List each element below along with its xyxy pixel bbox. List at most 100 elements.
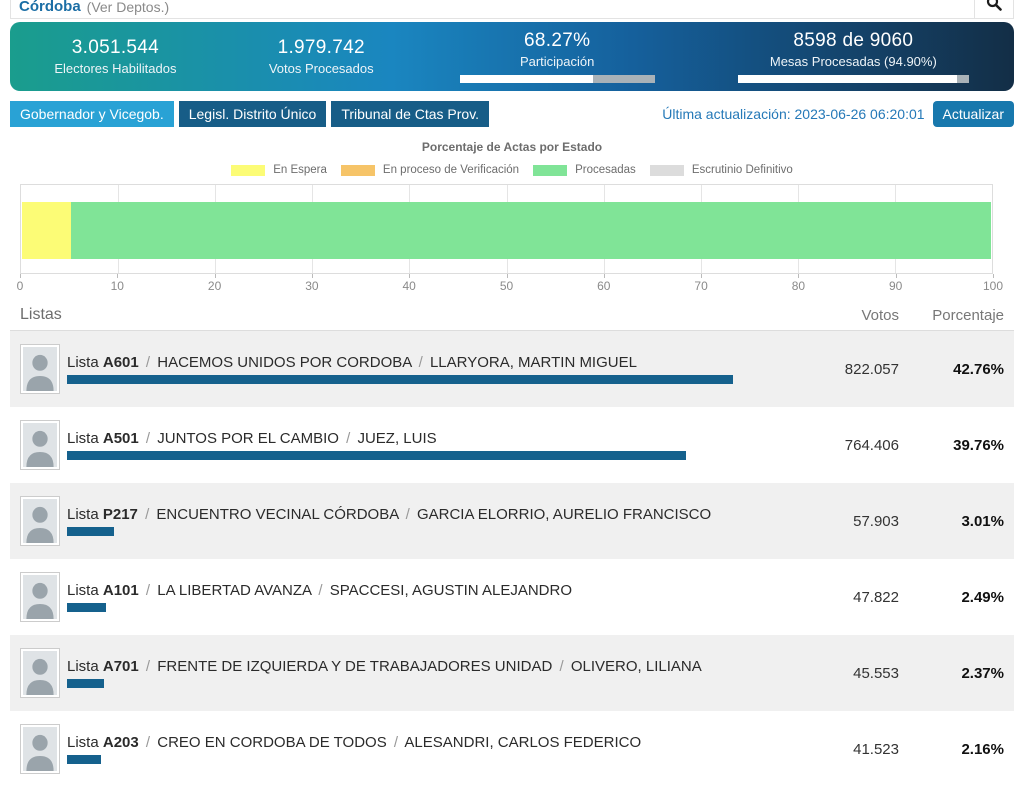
votes-value: 45.553 [853, 664, 899, 682]
separator: / [405, 506, 410, 523]
separator: / [418, 354, 423, 371]
vote-share-bar [67, 527, 114, 536]
category-tabs: Gobernador y Vicegob. Legisl. Distrito Ún… [10, 101, 490, 127]
vote-share-bar [67, 451, 687, 460]
candidate-row[interactable]: Lista A101 / LA LIBERTAD AVANZA / SPACCE… [10, 559, 1014, 635]
list-code: A203 [102, 734, 139, 751]
stat-electores: 3.051.544 Electores Habilitados [10, 37, 221, 76]
separator: / [318, 582, 323, 599]
legend-item: Procesadas [533, 164, 636, 176]
axis-tick [603, 274, 605, 278]
search-button[interactable] [974, 0, 1014, 18]
legend-label: En proceso de Verificación [382, 164, 520, 176]
list-prefix: Lista [67, 582, 99, 599]
column-header-porcentaje: Porcentaje [932, 307, 1004, 324]
vote-share-bar [67, 679, 104, 688]
candidate-row[interactable]: Lista A501 / JUNTOS POR EL CAMBIO / JUEZ… [10, 407, 1014, 483]
region-name: Córdoba [19, 0, 81, 15]
mesas-progress-track [737, 75, 969, 83]
separator: / [145, 506, 150, 523]
candidate-line: Lista P217 / ENCUENTRO VECINAL CÓRDOBA /… [67, 506, 809, 523]
votes-value: 57.903 [853, 512, 899, 530]
legend-item: En proceso de Verificación [340, 164, 520, 176]
separator: / [145, 354, 151, 371]
electores-label: Electores Habilitados [54, 61, 177, 76]
tabs-row: Gobernador y Vicegob. Legisl. Distrito Ún… [10, 101, 1014, 127]
list-prefix: Lista [67, 734, 99, 751]
candidate-name: JUEZ, LUIS [357, 430, 437, 447]
mesas-label: Mesas Procesadas (94.90%) [769, 54, 937, 69]
candidate-row[interactable]: Lista A701 / FRENTE DE IZQUIERDA Y DE TR… [10, 635, 1014, 711]
candidate-list: Lista A601 / HACEMOS UNIDOS POR CORDOBA … [10, 330, 1014, 787]
candidate-name: SPACCESI, AGUSTIN ALEJANDRO [329, 582, 573, 599]
percentage-value: 2.16% [961, 740, 1004, 758]
candidate-line: Lista A203 / CREO EN CORDOBA DE TODOS / … [67, 734, 809, 751]
last-update-text: Última actualización: 2023-06-26 06:20:0… [662, 106, 925, 122]
electores-value: 3.051.544 [71, 37, 160, 58]
candidate-photo [20, 648, 60, 698]
party-name: JUNTOS POR EL CAMBIO [157, 430, 339, 447]
bar-segment-en-espera [22, 202, 72, 259]
bar-segment-procesadas [71, 202, 991, 259]
axis-tick-label: 60 [597, 279, 611, 293]
refresh-button[interactable]: Actualizar [932, 101, 1014, 127]
list-prefix: Lista [67, 354, 99, 371]
axis-tick [409, 274, 411, 278]
legend-swatch [649, 164, 684, 176]
candidate-line: Lista A101 / LA LIBERTAD AVANZA / SPACCE… [67, 582, 809, 599]
candidate-photo [20, 496, 60, 546]
axis-tick [993, 274, 994, 278]
candidate-row[interactable]: Lista A601 / HACEMOS UNIDOS POR CORDOBA … [10, 331, 1014, 407]
axis-tick-label: 80 [791, 279, 806, 293]
axis-tick-label: 0 [16, 279, 24, 293]
actas-chart [20, 184, 993, 274]
tab-gobernador-y-vicegob-[interactable]: Gobernador y Vicegob. [10, 101, 174, 127]
stat-mesas: 8598 de 9060 Mesas Procesadas (94.90%) [693, 30, 1014, 83]
tab-legisl-distrito-nico[interactable]: Legisl. Distrito Único [178, 101, 327, 127]
list-code: A501 [102, 430, 139, 447]
list-code: A101 [102, 582, 139, 599]
axis-tick-label: 30 [305, 279, 319, 293]
candidate-info: Lista A203 / CREO EN CORDOBA DE TODOS / … [67, 734, 809, 764]
candidate-line: Lista A601 / HACEMOS UNIDOS POR CORDOBA … [67, 354, 809, 371]
axis-tick [506, 274, 508, 278]
chart-x-axis: 0 10 20 30 40 50 60 70 80 90 100 [16, 274, 1003, 293]
legend-item: En Espera [231, 164, 327, 176]
legend-swatch [533, 164, 568, 176]
candidate-photo [20, 344, 60, 394]
candidate-info: Lista A501 / JUNTOS POR EL CAMBIO / JUEZ… [67, 430, 809, 460]
stat-votos: 1.979.742 Votos Procesados [221, 37, 422, 76]
separator: / [346, 430, 351, 447]
separator: / [145, 582, 151, 599]
legend-label: Procesadas [575, 164, 636, 176]
axis-tick [701, 274, 703, 278]
axis-tick [20, 274, 21, 278]
separator: / [559, 658, 564, 675]
list-code: A701 [102, 658, 139, 675]
candidate-row[interactable]: Lista A203 / CREO EN CORDOBA DE TODOS / … [10, 711, 1014, 787]
list-code: P217 [102, 506, 138, 523]
participacion-progress-fill [459, 75, 593, 83]
column-header-votos: Votos [861, 307, 899, 324]
candidate-info: Lista A701 / FRENTE DE IZQUIERDA Y DE TR… [67, 658, 809, 688]
see-departments-link[interactable]: (Ver Deptos.) [86, 0, 170, 15]
legend-swatch [231, 164, 266, 176]
candidate-info: Lista P217 / ENCUENTRO VECINAL CÓRDOBA /… [67, 506, 809, 536]
votos-value: 1.979.742 [277, 37, 365, 58]
list-prefix: Lista [67, 658, 99, 675]
axis-tick [117, 274, 119, 278]
legend-item: Escrutinio Definitivo [649, 164, 793, 176]
tab-tribunal-de-ctas-prov-[interactable]: Tribunal de Ctas Prov. [331, 101, 490, 127]
votes-value: 764.406 [844, 436, 899, 454]
legend-swatch [340, 164, 375, 176]
axis-tick [311, 274, 313, 278]
candidate-photo [20, 572, 60, 622]
axis-tick-label: 40 [402, 279, 416, 293]
chart-legend: En Espera En proceso de Verificación Proce… [0, 164, 1024, 176]
candidate-photo [20, 420, 60, 470]
candidate-name: ALESANDRI, CARLOS FEDERICO [404, 734, 642, 751]
candidate-row[interactable]: Lista P217 / ENCUENTRO VECINAL CÓRDOBA /… [10, 483, 1014, 559]
participacion-label: Participación [519, 54, 595, 69]
region-selector[interactable]: Córdoba (Ver Deptos.) [10, 0, 169, 18]
search-icon [986, 0, 1002, 18]
